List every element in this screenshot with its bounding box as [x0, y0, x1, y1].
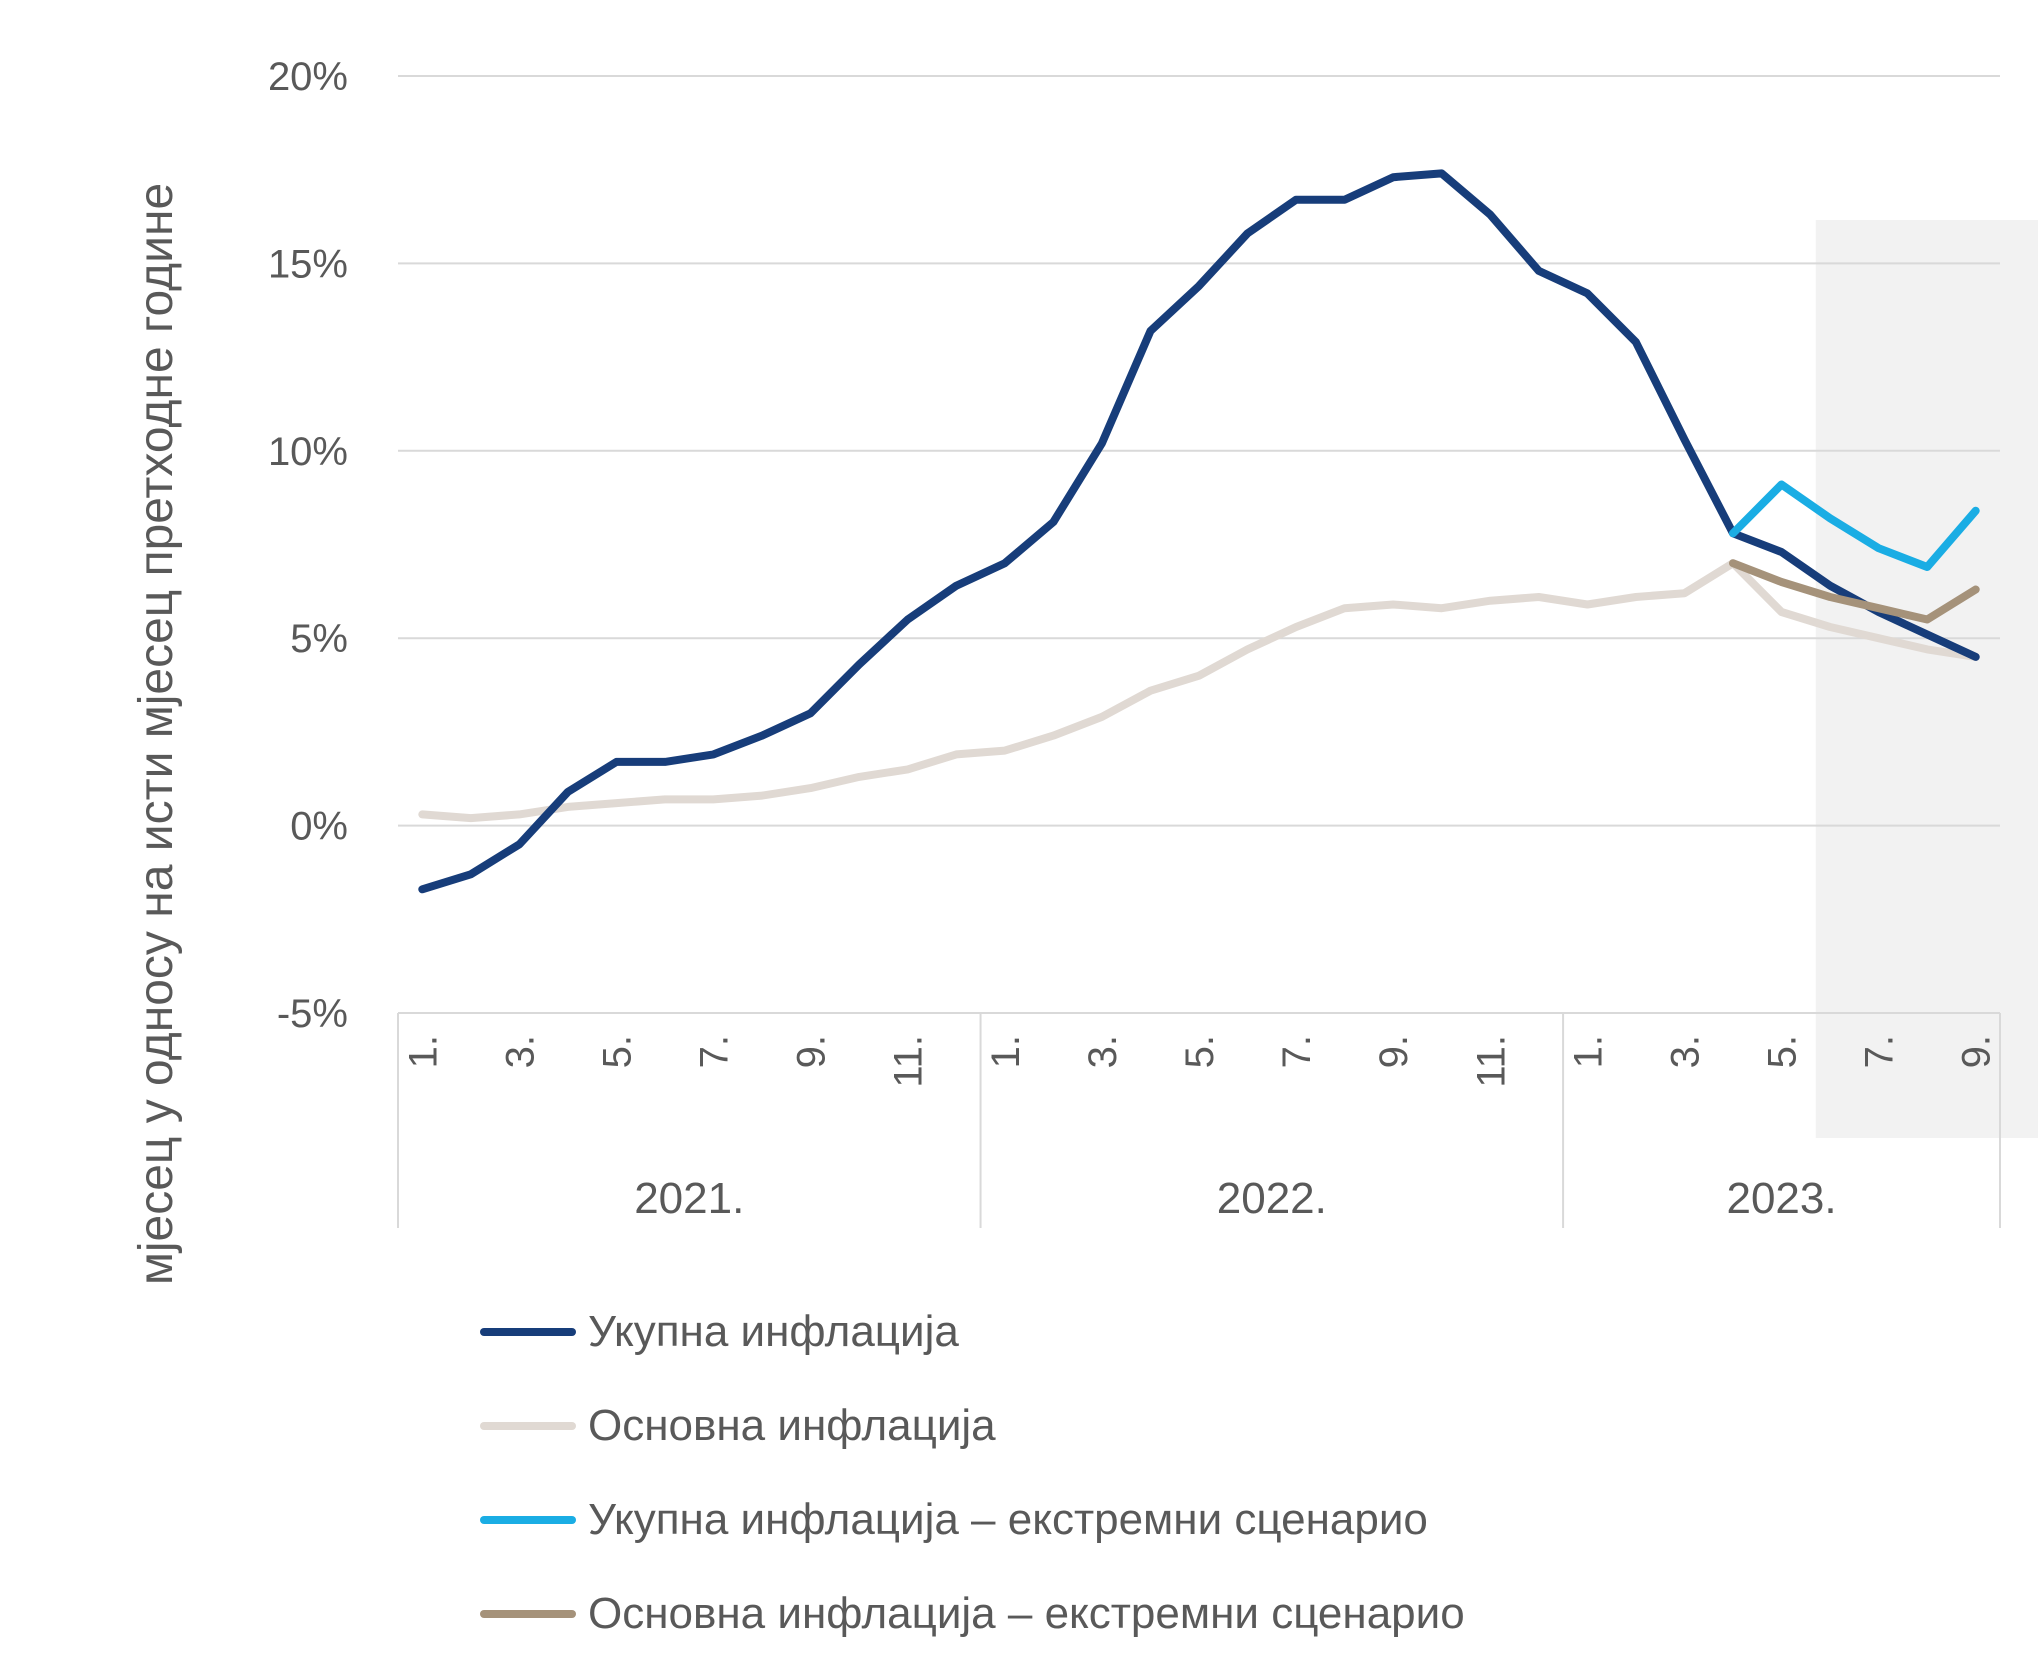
x-tick-label: 7. [693, 1035, 737, 1068]
series-line-3 [1729, 480, 1980, 571]
x-tick-label: 5. [1178, 1035, 1222, 1068]
x-tick-labels: 1. 3. 5. 7. 9. 11. 1. 3. 5. 7. 9. 11. 1. 3. 5. 7. 9. [401, 1035, 1998, 1088]
x-tick-label: 3. [1663, 1035, 1707, 1068]
series-line-4 [1729, 559, 1980, 624]
x-tick-label: 1. [1566, 1035, 1610, 1068]
x-tick-label: 7. [1275, 1035, 1319, 1068]
x-tick-label: 1. [401, 1035, 445, 1068]
series-line-2 [418, 559, 1980, 823]
x-tick-label: 7. [1858, 1035, 1902, 1068]
legend-label: Укупна инфлација – екстремни сценарио [588, 1495, 1428, 1544]
forecast-shading [1815, 220, 2038, 1138]
y-tick-labels: -5% 0% 5% 10% 15% 20% [268, 55, 348, 1036]
x-tick-label: 11. [1469, 1035, 1513, 1088]
legend-swatch [480, 1516, 576, 1524]
legend-swatch [480, 1328, 576, 1336]
x-tick-label: 11. [887, 1035, 931, 1088]
y-tick-label: 0% [290, 805, 348, 849]
year-label: 2022. [1217, 1174, 1327, 1223]
legend: Укупна инфлација Основна инфлација Укупна … [480, 1285, 1465, 1661]
x-tick-label: 5. [595, 1035, 639, 1068]
legend-item: Основна инфлација [480, 1379, 1465, 1473]
gridlines [398, 75, 2000, 827]
legend-item: Укупна инфлација – екстремни сценарио [480, 1473, 1465, 1567]
year-label: 2023. [1726, 1174, 1836, 1223]
series-line-1 [418, 169, 1980, 894]
legend-item: Укупна инфлација [480, 1285, 1465, 1379]
year-label: 2021. [634, 1174, 744, 1223]
legend-swatch [480, 1610, 576, 1618]
legend-label: Основна инфлација – екстремни сценарио [588, 1589, 1465, 1638]
x-tick-label: 3. [498, 1035, 542, 1068]
x-tick-label: 9. [1372, 1035, 1416, 1068]
y-tick-label: 10% [268, 430, 348, 474]
legend-swatch [480, 1422, 576, 1430]
series-layer [418, 169, 1980, 894]
legend-item: Основна инфлација – екстремни сценарио [480, 1567, 1465, 1661]
x-tick-label: 9. [1955, 1035, 1999, 1068]
y-tick-label: -5% [277, 992, 348, 1036]
x-tick-label: 3. [1081, 1035, 1125, 1068]
y-tick-label: 20% [268, 55, 348, 99]
x-tick-label: 9. [790, 1035, 834, 1068]
legend-label: Укупна инфлација [588, 1307, 959, 1356]
y-tick-label: 15% [268, 242, 348, 286]
year-labels: 2021. 2022. 2023. [634, 1174, 1836, 1223]
y-axis-label: мјесец у односу на исти мјесец претходне… [130, 183, 183, 1285]
y-tick-label: 5% [290, 617, 348, 661]
x-tick-label: 1. [984, 1035, 1028, 1068]
axes [397, 1012, 2001, 1228]
x-tick-label: 5. [1761, 1035, 1805, 1068]
legend-label: Основна инфлација [588, 1401, 996, 1450]
